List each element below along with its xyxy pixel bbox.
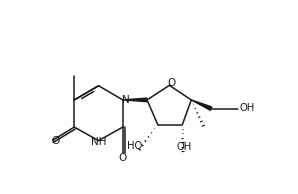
Text: OH: OH — [240, 103, 255, 113]
Text: O: O — [167, 78, 176, 88]
Text: HO: HO — [128, 141, 143, 151]
Text: O: O — [119, 152, 127, 163]
Text: OH: OH — [177, 142, 192, 152]
Text: N: N — [122, 95, 130, 105]
Text: O: O — [52, 136, 60, 146]
Polygon shape — [191, 100, 212, 110]
Text: NH: NH — [91, 137, 107, 147]
Polygon shape — [123, 98, 147, 102]
